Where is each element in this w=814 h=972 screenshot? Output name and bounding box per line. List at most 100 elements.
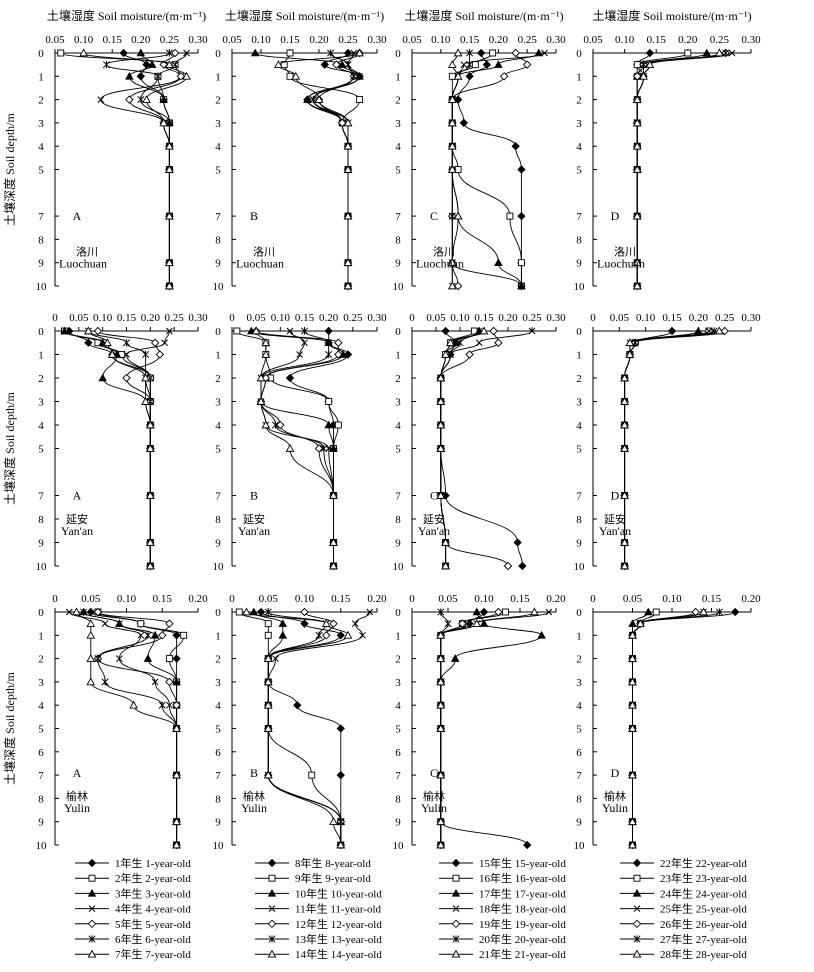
data-point-cross [466, 61, 474, 69]
site-name-en: Luochuan [236, 256, 284, 270]
y-tick-label: 10 [574, 840, 586, 852]
data-point-triangle-open [715, 326, 724, 335]
data-point-triangle-open [436, 770, 446, 779]
legend-marker-cross [633, 935, 641, 943]
y-tick-label: 8 [38, 234, 44, 246]
data-point-triangle-open [620, 373, 629, 382]
y-tick-label: 8 [215, 514, 221, 526]
x-tick-label: 0.05 [259, 593, 279, 605]
x-tick-label: 0.20 [689, 312, 709, 324]
legend-entry-label: 23年生 23-year-old [660, 871, 747, 885]
data-point-diamond-open [150, 338, 160, 347]
x-tick-label: 0.10 [271, 312, 291, 324]
legend-marker-triangle-filled [267, 888, 277, 897]
legend-entry-label: 12年生 12-year-old [295, 917, 382, 931]
legend-entry-label: 24年生 24-year-old [660, 886, 747, 900]
data-point-triangle-open [620, 490, 629, 499]
x-tick-label: 0.25 [522, 312, 542, 324]
data-point-diamond-filled [667, 326, 677, 336]
y-tick-label: 8 [576, 234, 582, 246]
y-tick-label: 9 [215, 258, 221, 270]
data-point-triangle-open [159, 118, 169, 127]
x-tick-label: 0.15 [662, 312, 682, 324]
x-tick-label: 0.05 [45, 34, 65, 46]
data-point-triangle-open [84, 326, 93, 335]
legend-marker-diamond-open [267, 919, 277, 929]
y-tick-label: 9 [576, 538, 582, 550]
y-tick-label: 5 [395, 165, 401, 177]
x-tick-label: 0.10 [662, 593, 682, 605]
y-tick-label: 4 [395, 141, 401, 153]
data-point-triangle-open [329, 490, 338, 499]
data-point-diamond-filled [336, 631, 345, 640]
data-point-triangle-open [343, 281, 353, 290]
data-point-x [528, 327, 536, 335]
y-tick-label: 10 [36, 281, 48, 293]
data-point-triangle-open [639, 71, 648, 80]
data-point-triangle-open [251, 326, 261, 335]
data-point-triangle-open [165, 164, 174, 173]
y-tick-label: 9 [395, 538, 401, 550]
data-point-square-open [137, 620, 145, 628]
data-point-triangle-filled [278, 619, 288, 627]
legend-entry-label: 3年生 3-year-old [115, 886, 191, 900]
data-point-diamond-open [337, 118, 347, 128]
y-tick-label: 2 [38, 654, 44, 666]
legend-entry-label: 13年生 13-year-old [295, 932, 382, 946]
data-point-triangle-open [479, 326, 489, 335]
data-point-triangle-filled [172, 677, 181, 686]
legend-marker-square-open [633, 874, 641, 882]
data-point-diamond-open [322, 631, 331, 640]
data-point-diamond-open [489, 326, 498, 336]
data-point-square-open [308, 771, 316, 779]
data-point-triangle-open [441, 349, 450, 358]
data-point-cross [115, 620, 123, 628]
legend-marker-triangle-open [87, 949, 97, 958]
data-point-triangle-open [165, 258, 174, 267]
y-tick-label: 1 [576, 350, 582, 362]
data-point-triangle-filled [702, 48, 712, 57]
data-point-triangle-open [620, 561, 629, 570]
y-tick-label: 9 [395, 258, 401, 270]
data-point-square-open [502, 608, 510, 616]
data-point-triangle-open [632, 281, 642, 290]
x-tick-label: 0.10 [74, 34, 94, 46]
data-point-x [101, 620, 109, 628]
data-point-x [366, 608, 374, 616]
data-point-triangle-open [632, 164, 642, 173]
data-point-triangle-open [145, 443, 155, 452]
data-point-square-open [233, 327, 241, 335]
data-point-x [115, 655, 123, 662]
data-point-triangle-filled [644, 607, 653, 616]
panel-letter: C [430, 489, 438, 503]
x-tick-label: 0.20 [131, 34, 151, 46]
legend-entry-label: 25年生 25-year-old [660, 902, 747, 916]
panel-luochuan-C: 0.05 0.10 0.15 0.20 0.25 0.30 0 1 2 3 4 5 7 8 9 10 C 洛川Lu… [393, 34, 567, 293]
data-point-cross [456, 339, 464, 347]
legend-marker-cross [88, 935, 96, 943]
data-point-triangle-open [343, 141, 353, 150]
data-point-triangle-open [72, 607, 81, 616]
data-point-x [541, 49, 548, 57]
data-point-diamond-open [158, 631, 167, 640]
series-line-7 [440, 330, 485, 566]
data-point-cross [154, 72, 162, 80]
legend-entry-label: 14年生 14-year-old [295, 947, 382, 961]
data-point-triangle-open [625, 338, 635, 347]
y-tick-label: 2 [215, 373, 221, 385]
data-point-x [151, 678, 159, 686]
data-point-diamond-filled [142, 60, 151, 69]
data-point-x [460, 61, 468, 69]
data-point-triangle-open [182, 71, 191, 80]
x-tick-label: 0.25 [343, 312, 363, 324]
data-point-diamond-open [93, 326, 103, 336]
legend-marker-triangle-open [267, 949, 277, 958]
top-axis-title: 土壤湿度 Soil moisture/(m·m⁻¹) [404, 8, 563, 23]
panel-luochuan-D: 0.05 0.10 0.15 0.20 0.25 0.30 0 1 2 3 4 5 7 8 9 10 D 洛川Lu… [574, 34, 762, 293]
data-point-diamond-open [159, 60, 168, 69]
data-point-triangle-open [165, 60, 174, 68]
x-tick-label: 0.15 [647, 34, 667, 46]
y-tick-label: 1 [215, 350, 221, 362]
y-tick-label: 3 [395, 677, 401, 689]
